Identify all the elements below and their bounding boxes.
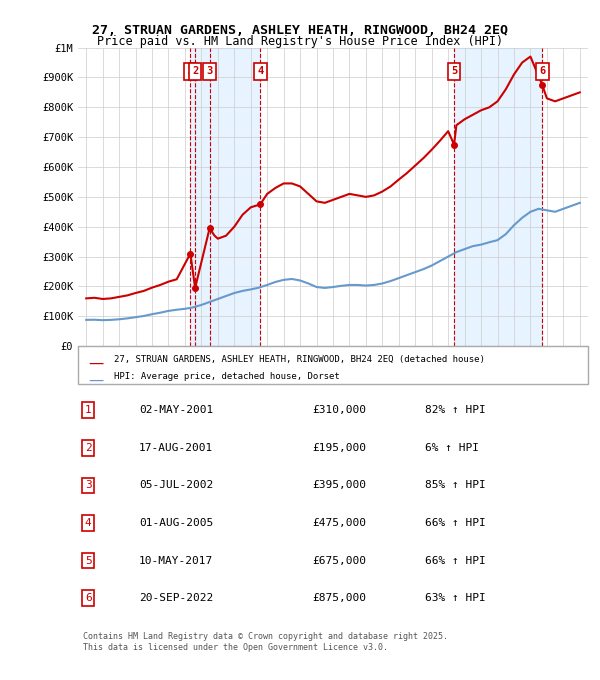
Text: 17-AUG-2001: 17-AUG-2001 <box>139 443 214 453</box>
Text: 1: 1 <box>85 405 92 415</box>
Text: £195,000: £195,000 <box>313 443 367 453</box>
Text: 3: 3 <box>85 480 92 490</box>
Text: £395,000: £395,000 <box>313 480 367 490</box>
Text: 10-MAY-2017: 10-MAY-2017 <box>139 556 214 566</box>
Text: —: — <box>88 373 103 388</box>
Bar <box>190 48 195 346</box>
Text: HPI: Average price, detached house, Dorset: HPI: Average price, detached house, Dors… <box>114 371 340 381</box>
Bar <box>454 48 542 346</box>
Text: 3: 3 <box>206 67 213 76</box>
Text: 05-JUL-2002: 05-JUL-2002 <box>139 480 214 490</box>
FancyBboxPatch shape <box>78 346 588 384</box>
Text: £310,000: £310,000 <box>313 405 367 415</box>
Text: 6% ↑ HPI: 6% ↑ HPI <box>425 443 479 453</box>
Bar <box>195 48 209 346</box>
Text: Contains HM Land Registry data © Crown copyright and database right 2025.
This d: Contains HM Land Registry data © Crown c… <box>83 632 448 651</box>
Text: 66% ↑ HPI: 66% ↑ HPI <box>425 518 485 528</box>
Text: 01-AUG-2005: 01-AUG-2005 <box>139 518 214 528</box>
Text: 63% ↑ HPI: 63% ↑ HPI <box>425 593 485 603</box>
Text: 2: 2 <box>85 443 92 453</box>
Text: 02-MAY-2001: 02-MAY-2001 <box>139 405 214 415</box>
Text: 27, STRUAN GARDENS, ASHLEY HEATH, RINGWOOD, BH24 2EQ: 27, STRUAN GARDENS, ASHLEY HEATH, RINGWO… <box>92 24 508 37</box>
Text: Price paid vs. HM Land Registry's House Price Index (HPI): Price paid vs. HM Land Registry's House … <box>97 35 503 48</box>
Text: 2: 2 <box>192 67 198 76</box>
Text: £875,000: £875,000 <box>313 593 367 603</box>
Text: £475,000: £475,000 <box>313 518 367 528</box>
Text: 4: 4 <box>85 518 92 528</box>
Text: 5: 5 <box>85 556 92 566</box>
Text: 5: 5 <box>451 67 457 76</box>
Text: 20-SEP-2022: 20-SEP-2022 <box>139 593 214 603</box>
Text: 4: 4 <box>257 67 263 76</box>
Text: —: — <box>88 356 103 371</box>
Text: 6: 6 <box>539 67 545 76</box>
Text: 1: 1 <box>187 67 193 76</box>
Text: 6: 6 <box>85 593 92 603</box>
Text: 66% ↑ HPI: 66% ↑ HPI <box>425 556 485 566</box>
Text: 82% ↑ HPI: 82% ↑ HPI <box>425 405 485 415</box>
Text: 85% ↑ HPI: 85% ↑ HPI <box>425 480 485 490</box>
Bar <box>209 48 260 346</box>
Text: £675,000: £675,000 <box>313 556 367 566</box>
Text: 27, STRUAN GARDENS, ASHLEY HEATH, RINGWOOD, BH24 2EQ (detached house): 27, STRUAN GARDENS, ASHLEY HEATH, RINGWO… <box>114 354 485 364</box>
